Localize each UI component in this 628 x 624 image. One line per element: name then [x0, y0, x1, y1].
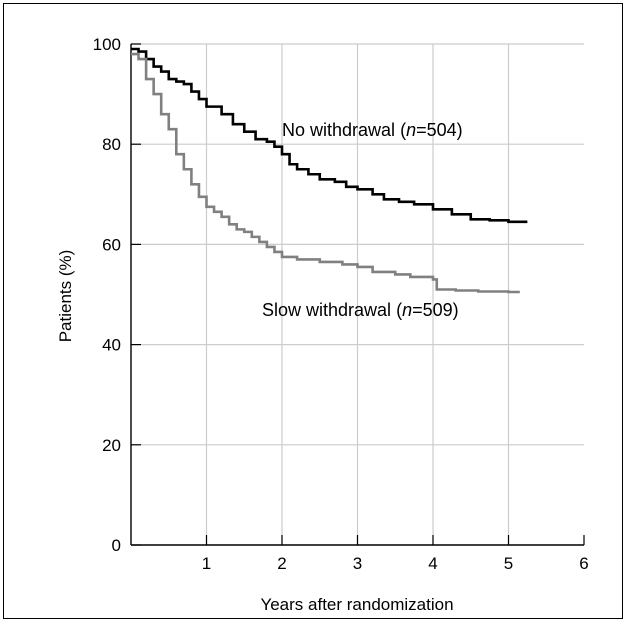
- x-tick-label-2: 2: [277, 554, 286, 573]
- series-lines: [131, 47, 528, 294]
- x-axis-title: Years after randomization: [260, 595, 453, 614]
- series-name-slow-withdrawal: Slow withdrawal: [262, 300, 391, 320]
- series-n-open-no-withdrawal: (: [400, 120, 406, 140]
- x-tick-label-3: 3: [353, 554, 362, 573]
- series-line-slow-withdrawal: [131, 52, 520, 294]
- series-n-close-no-withdrawal: ): [457, 120, 463, 140]
- axes: [130, 43, 585, 546]
- y-axis-title: Patients (%): [56, 250, 75, 343]
- series-name-no-withdrawal: No withdrawal: [282, 120, 395, 140]
- x-tick-label-6: 6: [579, 554, 588, 573]
- y-tick-label-0: 0: [112, 536, 121, 555]
- series-n-symbol-no-withdrawal: n: [406, 120, 416, 140]
- figure-frame: [3, 3, 623, 619]
- y-tick-label-80: 80: [102, 135, 121, 154]
- series-n-open-slow-withdrawal: (: [396, 300, 402, 320]
- series-n-symbol-slow-withdrawal: n: [402, 300, 412, 320]
- y-tick-label-40: 40: [102, 336, 121, 355]
- grid-lines: [131, 43, 584, 545]
- y-tick-label-100: 100: [93, 35, 121, 54]
- y-tick-label-60: 60: [102, 235, 121, 254]
- series-n-eq-no-withdrawal: =: [416, 120, 427, 140]
- series-label-slow-withdrawal: Slow withdrawal (n=509): [262, 300, 459, 320]
- x-tick-label-1: 1: [202, 554, 211, 573]
- series-label-no-withdrawal: No withdrawal (n=504): [282, 120, 463, 140]
- series-n-slow-withdrawal: 509: [423, 300, 453, 320]
- series-n-eq-slow-withdrawal: =: [412, 300, 423, 320]
- y-tick-label-20: 20: [102, 436, 121, 455]
- x-tick-label-5: 5: [504, 554, 513, 573]
- series-line-no-withdrawal: [131, 47, 528, 224]
- x-tick-label-4: 4: [428, 554, 437, 573]
- series-n-no-withdrawal: 504: [427, 120, 457, 140]
- series-n-close-slow-withdrawal: ): [453, 300, 459, 320]
